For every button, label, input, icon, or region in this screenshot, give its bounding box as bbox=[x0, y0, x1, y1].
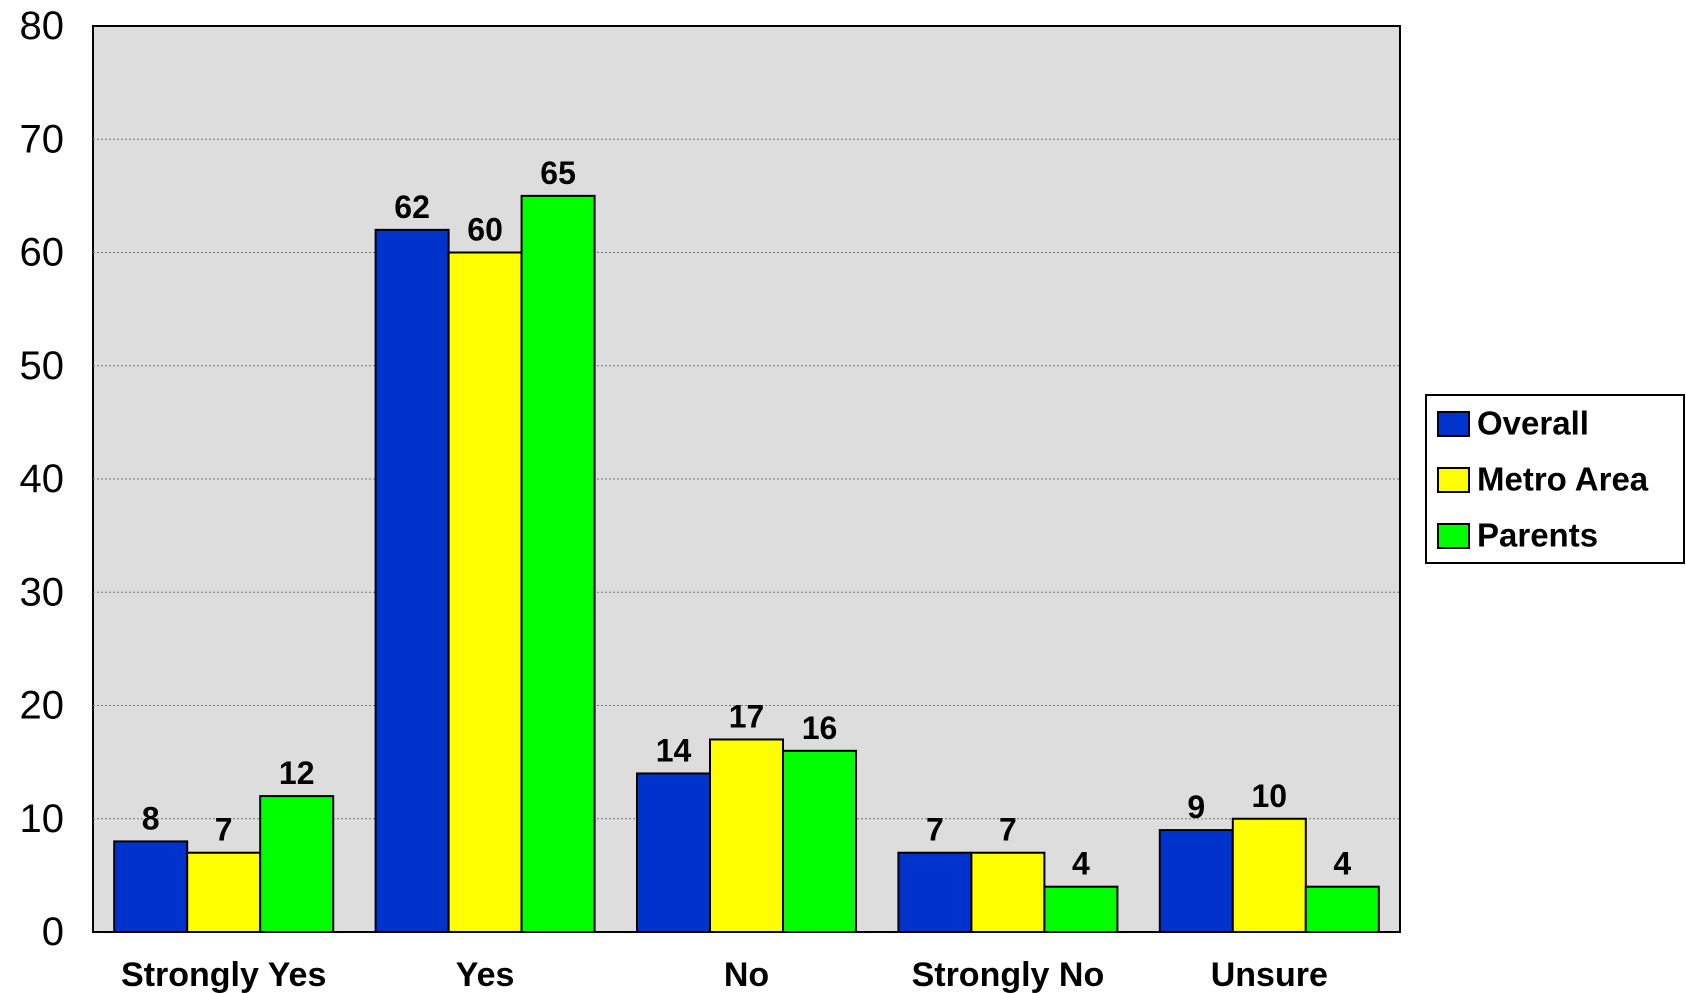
data-label: 7 bbox=[999, 812, 1017, 848]
bar bbox=[782, 749, 857, 933]
bar bbox=[520, 194, 596, 933]
y-tick-label: 20 bbox=[20, 684, 65, 728]
y-tick-label: 30 bbox=[20, 570, 65, 614]
data-label: 17 bbox=[729, 698, 765, 734]
bar bbox=[447, 251, 523, 933]
x-category-label: Strongly Yes bbox=[121, 956, 326, 993]
bar bbox=[970, 851, 1046, 933]
x-category-label: No bbox=[724, 956, 769, 993]
data-label: 4 bbox=[1072, 846, 1090, 882]
bar bbox=[1304, 885, 1380, 934]
legend-swatch bbox=[1437, 523, 1470, 549]
y-tick-label: 70 bbox=[20, 117, 65, 161]
bar bbox=[374, 228, 450, 934]
legend-swatch bbox=[1437, 467, 1470, 493]
data-label: 14 bbox=[656, 732, 692, 768]
bars bbox=[113, 194, 1380, 934]
y-tick-label: 10 bbox=[20, 797, 65, 841]
x-axis-categories: Strongly Yes Yes No Strongly No Unsure bbox=[121, 956, 1328, 993]
data-label: 65 bbox=[540, 155, 576, 191]
data-label: 60 bbox=[467, 212, 503, 248]
data-label: 12 bbox=[279, 755, 315, 791]
legend-label: Metro Area bbox=[1477, 461, 1649, 498]
data-label: 62 bbox=[394, 189, 430, 225]
y-axis-ticks: 0 10 20 30 40 50 60 70 80 bbox=[20, 4, 65, 954]
y-tick-label: 40 bbox=[20, 457, 65, 501]
bar bbox=[897, 851, 973, 933]
y-tick-label: 80 bbox=[20, 4, 65, 48]
bar bbox=[1158, 829, 1234, 934]
y-tick-label: 0 bbox=[42, 910, 64, 954]
bar bbox=[113, 840, 189, 934]
x-category-label: Strongly No bbox=[912, 956, 1105, 993]
data-label: 16 bbox=[802, 710, 838, 746]
legend-swatch bbox=[1437, 411, 1470, 437]
y-tick-label: 60 bbox=[20, 231, 65, 275]
data-labels: 8 7 12 62 60 65 14 17 16 7 7 4 9 10 4 bbox=[142, 155, 1352, 882]
data-label: 7 bbox=[926, 812, 944, 848]
y-tick-label: 50 bbox=[20, 344, 65, 388]
data-label: 4 bbox=[1333, 846, 1351, 882]
bar bbox=[259, 795, 335, 933]
bar bbox=[186, 851, 262, 933]
data-label: 10 bbox=[1252, 778, 1288, 814]
data-label: 7 bbox=[215, 812, 233, 848]
bar bbox=[709, 738, 784, 933]
x-category-label: Yes bbox=[456, 956, 515, 993]
data-label: 9 bbox=[1187, 789, 1205, 825]
bar bbox=[1043, 885, 1119, 934]
legend-label: Parents bbox=[1477, 517, 1598, 554]
legend-label: Overall bbox=[1477, 405, 1589, 442]
bar bbox=[1231, 817, 1307, 933]
legend: Overall Metro Area Parents bbox=[1425, 394, 1685, 564]
x-category-label: Unsure bbox=[1211, 956, 1328, 993]
bar bbox=[636, 772, 711, 934]
data-label: 8 bbox=[142, 800, 160, 836]
